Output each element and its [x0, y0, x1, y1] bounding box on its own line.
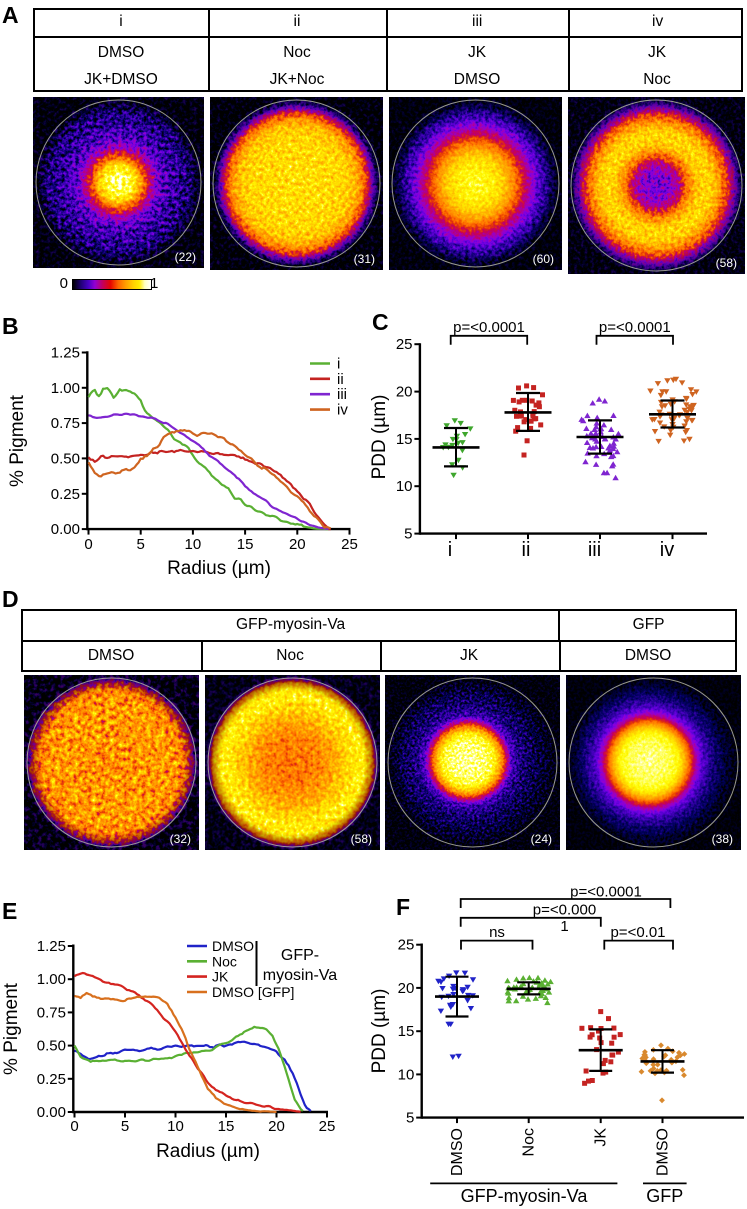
svg-text:20: 20	[268, 1118, 285, 1135]
svg-text:i: i	[337, 356, 340, 373]
svg-text:GFP-: GFP-	[281, 947, 319, 964]
svg-text:20: 20	[396, 384, 413, 401]
svg-text:1: 1	[560, 918, 568, 935]
svg-text:Radius (µm): Radius (µm)	[156, 1141, 260, 1162]
svg-text:0.00: 0.00	[51, 521, 80, 538]
svg-text:(58): (58)	[351, 832, 372, 846]
svg-text:0.25: 0.25	[37, 1071, 66, 1088]
svg-text:5: 5	[137, 536, 145, 553]
svg-text:ns: ns	[489, 924, 505, 941]
svg-text:(32): (32)	[170, 832, 191, 846]
svg-text:20: 20	[398, 980, 415, 997]
svg-text:p=<0.0001: p=<0.0001	[570, 884, 642, 901]
svg-text:(22): (22)	[175, 250, 196, 264]
svg-text:ii: ii	[337, 371, 344, 388]
svg-text:p=<0.0001: p=<0.0001	[453, 319, 525, 336]
svg-text:JK: JK	[212, 969, 229, 985]
svg-text:JK: JK	[593, 1128, 610, 1147]
svg-text:10: 10	[167, 1118, 184, 1135]
svg-text:0: 0	[84, 536, 92, 553]
svg-text:0: 0	[70, 1118, 78, 1135]
svg-text:myosin-Va: myosin-Va	[263, 967, 337, 984]
svg-text:0.75: 0.75	[51, 415, 80, 432]
svg-text:5: 5	[404, 526, 412, 543]
svg-text:DMSO: DMSO	[449, 1128, 466, 1176]
svg-text:DMSO [GFP]: DMSO [GFP]	[212, 984, 294, 1000]
svg-text:15: 15	[237, 536, 254, 553]
svg-text:(31): (31)	[354, 252, 375, 266]
svg-text:25: 25	[341, 536, 358, 553]
svg-text:5: 5	[121, 1118, 129, 1135]
svg-text:25: 25	[319, 1118, 336, 1135]
svg-text:i: i	[448, 539, 452, 561]
svg-text:Noc: Noc	[521, 1128, 538, 1156]
svg-text:(24): (24)	[531, 832, 552, 846]
svg-text:iii: iii	[337, 386, 347, 403]
svg-text:GFP-myosin-Va: GFP-myosin-Va	[461, 1186, 589, 1206]
svg-text:(60): (60)	[533, 252, 554, 266]
svg-text:GFP: GFP	[646, 1186, 683, 1206]
svg-text:0.00: 0.00	[37, 1104, 66, 1121]
svg-text:5: 5	[406, 1110, 414, 1127]
svg-text:15: 15	[218, 1118, 235, 1135]
svg-text:25: 25	[398, 937, 415, 954]
svg-text:1.00: 1.00	[37, 971, 66, 988]
svg-text:iii: iii	[588, 539, 601, 561]
svg-text:1.00: 1.00	[51, 380, 80, 397]
svg-text:0.75: 0.75	[37, 1004, 66, 1021]
svg-text:(38): (38)	[712, 832, 733, 846]
svg-text:Noc: Noc	[212, 953, 237, 969]
svg-text:p=<0.000: p=<0.000	[533, 902, 596, 919]
svg-text:10: 10	[185, 536, 202, 553]
svg-text:p=<0.01: p=<0.01	[610, 924, 665, 941]
svg-text:0.25: 0.25	[51, 486, 80, 503]
svg-text:1.25: 1.25	[51, 345, 80, 362]
svg-text:p=<0.0001: p=<0.0001	[599, 319, 671, 336]
svg-text:iv: iv	[337, 402, 348, 419]
svg-text:ii: ii	[522, 539, 531, 561]
svg-text:0.50: 0.50	[37, 1038, 66, 1055]
svg-text:PDD (µm): PDD (µm)	[369, 395, 390, 480]
svg-text:Radius (µm): Radius (µm)	[167, 558, 271, 579]
svg-text:15: 15	[396, 431, 413, 448]
svg-text:1.25: 1.25	[37, 938, 66, 955]
svg-text:DMSO: DMSO	[212, 938, 254, 954]
svg-text:DMSO: DMSO	[655, 1128, 672, 1176]
svg-text:PDD (µm): PDD (µm)	[369, 989, 390, 1074]
svg-text:20: 20	[289, 536, 306, 553]
svg-text:(58): (58)	[716, 256, 737, 270]
svg-text:0.50: 0.50	[51, 450, 80, 467]
svg-text:10: 10	[398, 1066, 415, 1083]
svg-text:15: 15	[398, 1023, 415, 1040]
svg-text:iv: iv	[660, 539, 674, 561]
svg-text:% Pigment: % Pigment	[1, 982, 22, 1075]
svg-text:25: 25	[396, 336, 413, 353]
svg-text:10: 10	[396, 478, 413, 495]
svg-text:% Pigment: % Pigment	[7, 394, 28, 487]
